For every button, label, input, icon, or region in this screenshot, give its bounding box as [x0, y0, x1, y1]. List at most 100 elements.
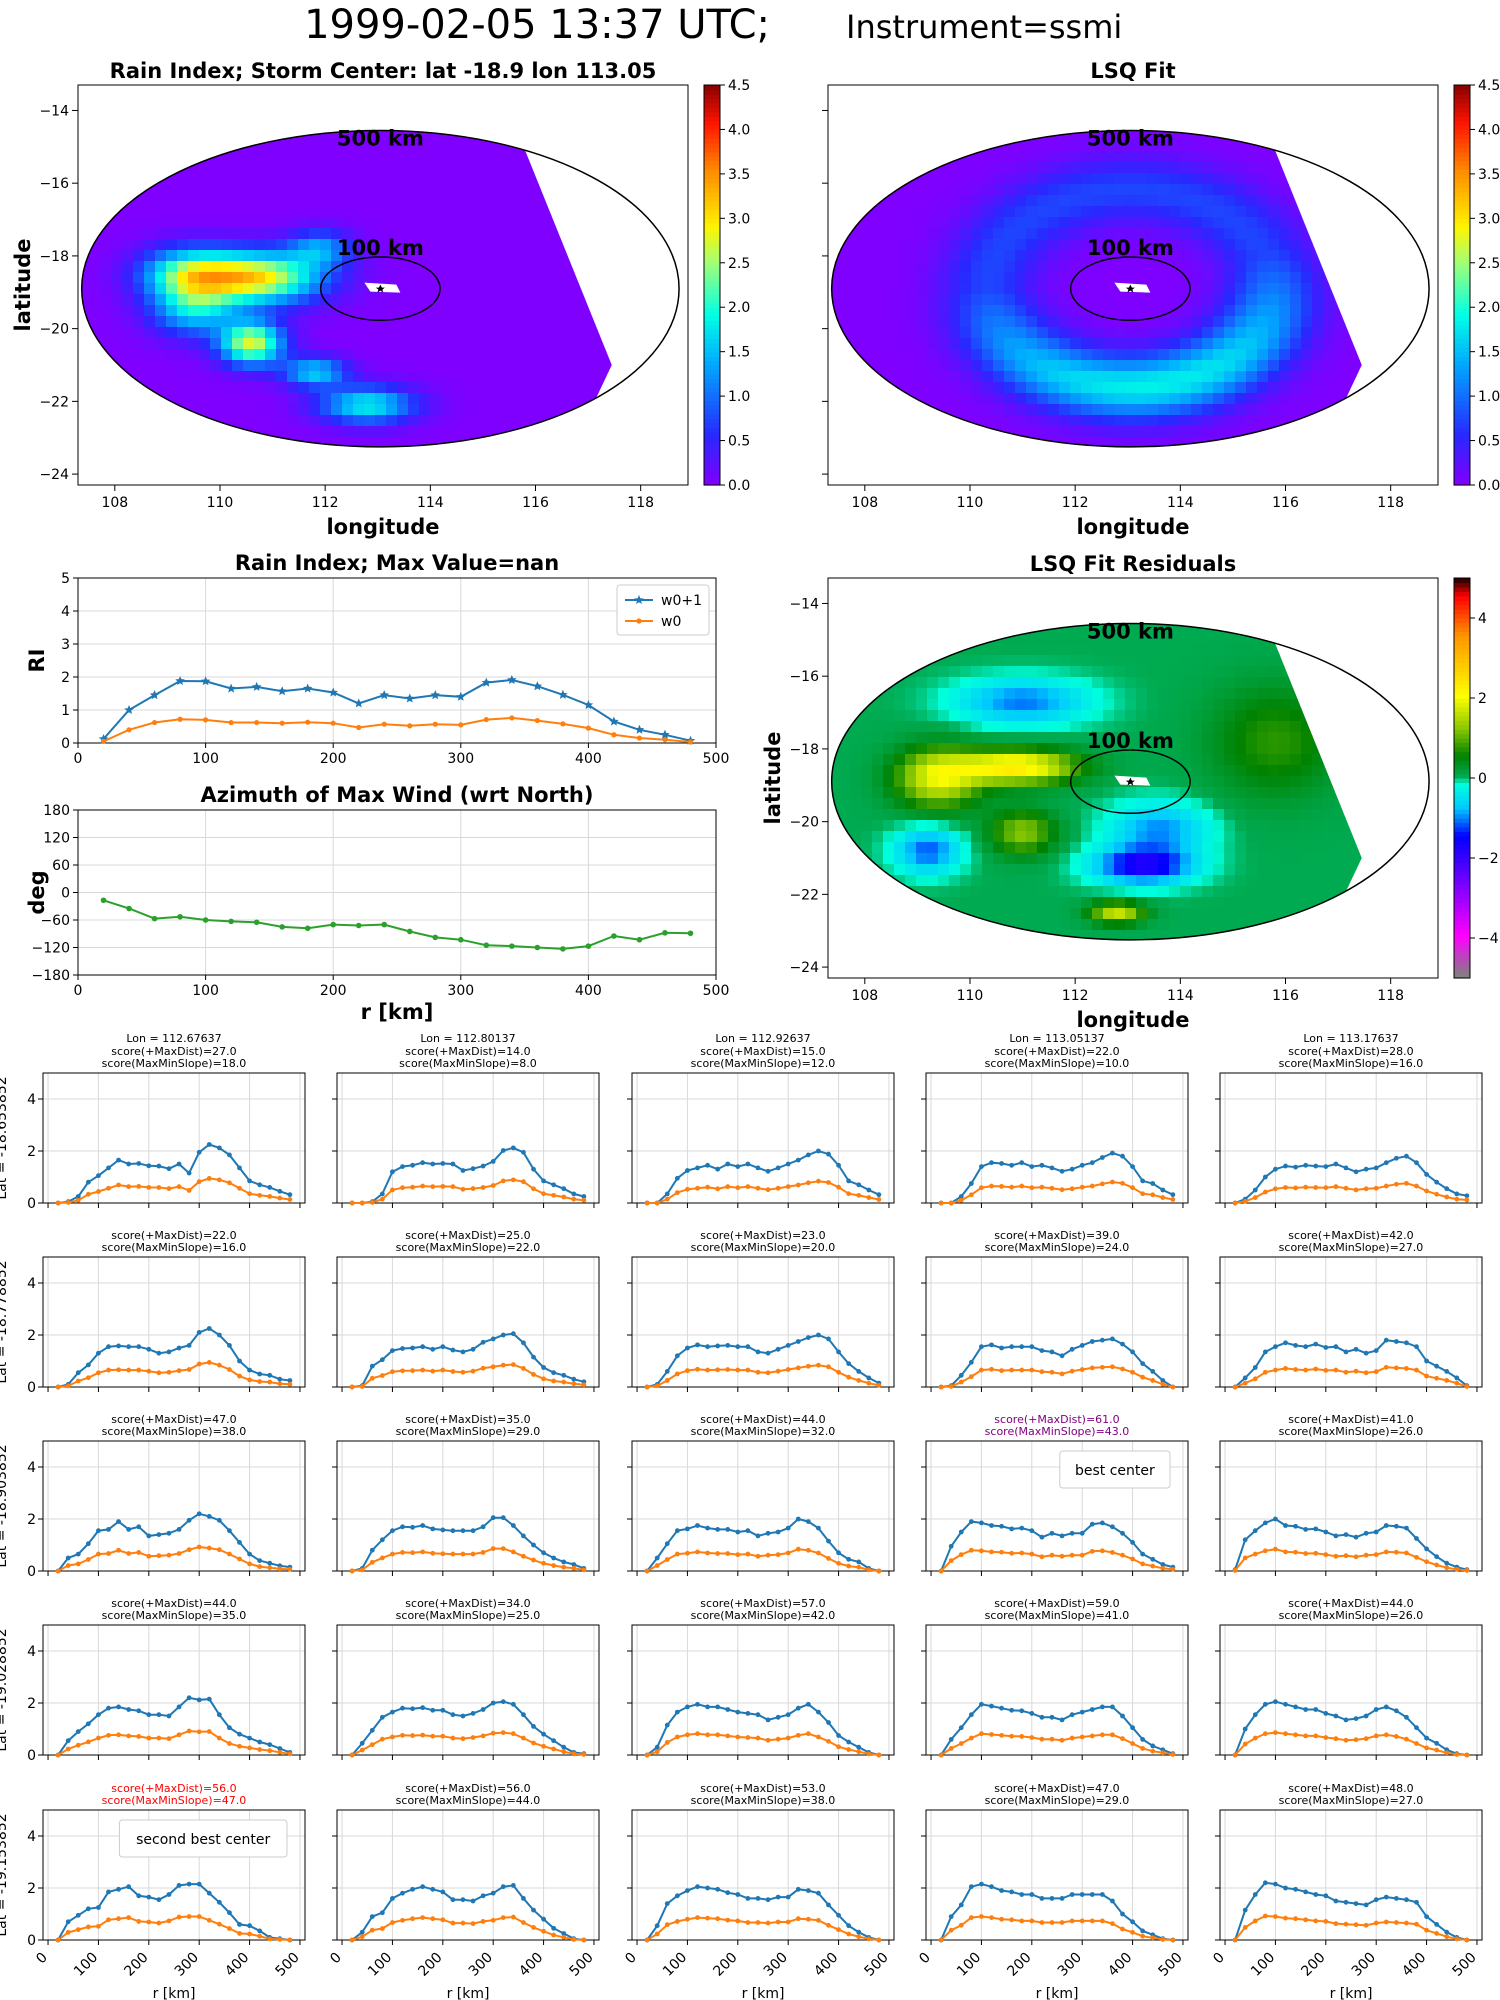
grid-panel-r4c3-w0-point	[1069, 1918, 1075, 1924]
grid-panel-r2c1-w0-point	[521, 1553, 526, 1559]
grid-panel-r4c2-w0p1-point	[846, 1923, 852, 1929]
grid-panel-r1c4-w0p1-point	[1424, 1358, 1429, 1364]
grid-panel-r4c4-w0-point	[1353, 1922, 1359, 1928]
grid-panel-r4c2-score-maxminslope: score(MaxMinSlope)=38.0	[691, 1794, 836, 1807]
grid-panel-r0c0-w0-point	[126, 1184, 132, 1190]
azimuth-profile-title: Azimuth of Max Wind (wrt North)	[201, 783, 594, 807]
grid-panel-r0c1-w0-point	[521, 1179, 526, 1185]
grid-panel-r0c0-frame	[42, 1072, 306, 1204]
lsq_fit_map-colorbar-tick-label: 1.0	[1478, 389, 1500, 405]
grid-panel-r2c4-w0p1-point	[1363, 1530, 1369, 1536]
lsq_residuals_map-colorbar-tick-label: 0	[1478, 771, 1487, 787]
grid-panel-r4c2-w0-point	[644, 1937, 650, 1943]
grid-panel-r3c1-w0p1-point	[561, 1744, 567, 1750]
grid-panel-r1c3-w0-point	[1170, 1384, 1176, 1390]
grid-panel-r1c1-w0p1-point	[510, 1331, 516, 1337]
grid-panel-r4c0-ytick-label: 0	[27, 1933, 36, 1949]
grid-panel-r0c4-w0p1-point	[1383, 1160, 1389, 1166]
lsq_residuals_map-colorbar-tick-label: 4	[1478, 611, 1487, 627]
grid-panel-r2c0-w0p1-point	[166, 1530, 172, 1536]
grid-panel-r0c1-w0p1-point	[400, 1164, 405, 1169]
grid-panel-r1c1-w0-point	[359, 1384, 365, 1389]
grid-panel-r4c1-w0-point	[379, 1926, 385, 1931]
rain_index_map-frame	[77, 84, 689, 486]
grid-panel-r0c0-w0p1-point	[227, 1152, 232, 1158]
grid-panel-r3c3-w0-point	[1019, 1734, 1025, 1739]
grid-panel-r2c4-w0p1-point	[1242, 1537, 1248, 1543]
grid-panel-r4c3-w0p1-point	[1099, 1892, 1105, 1897]
grid-panel-r0c2-w0p1-point	[685, 1168, 690, 1173]
grid-panel-r2c1-w0-point	[531, 1557, 536, 1563]
grid-panel-r0c3-w0p1-point	[1160, 1187, 1166, 1193]
grid-panel-r0c4-w0-point	[1444, 1194, 1450, 1200]
grid-panel-r3c4-w0p1-point	[1434, 1740, 1440, 1746]
grid-panel-r4c4-xtick-label: 0	[1210, 1950, 1228, 1968]
grid-panel-r2c2-w0-point	[816, 1550, 821, 1556]
grid-panel-r2c4-w0p1-point	[1353, 1534, 1359, 1540]
grid-panel-r2c0-w0-point	[186, 1547, 192, 1553]
rain_index_map-ylabel: latitude	[11, 239, 35, 332]
grid-panel-r3c3-w0p1-point	[1110, 1704, 1115, 1710]
grid-panel-r0c2-w0p1-point	[846, 1178, 852, 1184]
grid-panel-r2c3-w0p1-point	[999, 1523, 1004, 1529]
grid-panel-r2c0-ytick-label: 4	[27, 1460, 36, 1476]
grid-panel-r0c1-w0-point	[410, 1184, 415, 1190]
grid-panel-r4c2-xtick-label: 200	[710, 1950, 740, 1980]
grid-panel-r3c3-w0p1-point	[948, 1737, 954, 1742]
grid-panel-r4c2-score-maxdist: score(+MaxDist)=53.0	[700, 1782, 825, 1795]
grid-panel-r3c3-w0p1-point	[1140, 1737, 1146, 1742]
grid-panel-r4c1-w0p1-point	[410, 1886, 415, 1892]
grid-panel-r3c0-w0-line	[57, 1729, 291, 1756]
grid-panel-r4c3-w0-point	[1110, 1921, 1115, 1927]
grid-panel-r2c0-w0p1-point	[176, 1527, 182, 1532]
grid-panel-r3c4-w0p1-point	[1293, 1704, 1298, 1710]
grid-panel-r4c4-w0-point	[1252, 1918, 1258, 1924]
grid-panel-r2c4-w0-point	[1323, 1552, 1329, 1558]
grid-panel-r3c2-w0p1-point	[745, 1711, 751, 1716]
grid-panel-r0c4-w0p1-point	[1273, 1166, 1278, 1172]
grid-panel-r2c4-w0p1-point	[1262, 1520, 1268, 1526]
grid-panel-r0c2-w0-point	[816, 1178, 821, 1184]
grid-panel-r3c0-w0p1-point	[85, 1721, 91, 1727]
grid-panel-r3c1-w0-point	[349, 1752, 355, 1758]
grid-panel-r4c1-w0-point	[551, 1932, 557, 1938]
grid-panel-r4c2-w0-point	[876, 1937, 882, 1943]
rain_index_map-colorbar-tick-label: 0.0	[728, 478, 750, 494]
grid-panel-r3c1-w0-point	[510, 1731, 516, 1737]
grid-panel-r1c0-w0-point	[277, 1381, 283, 1387]
grid-panel-r0c4-w0p1-point	[1353, 1169, 1359, 1175]
grid-panel-r3c1-w0p1-point	[541, 1731, 546, 1737]
grid-panel-r4c3-xtick-label: 500	[1156, 1950, 1186, 1980]
azimuth-ytick-label: 180	[43, 803, 70, 819]
series-w0-point	[228, 719, 234, 726]
grid-panel-r4c3-w0-point	[1009, 1917, 1015, 1923]
grid-panel-r4c0-w0-point	[65, 1929, 71, 1935]
grid-panel-r2c0-w0p1-point	[196, 1511, 202, 1517]
grid-panel-r4c1-xtick-label: 500	[567, 1950, 597, 1980]
grid-panel-r4c4-w0p1-point	[1273, 1881, 1278, 1887]
series-azimuth-point	[458, 936, 464, 943]
grid-panel-r1c2-w0p1-point	[765, 1350, 771, 1356]
grid-panel-r0c3-w0-point	[1150, 1192, 1156, 1198]
grid-panel-r0c4-w0-point	[1363, 1186, 1369, 1192]
series-w0-point	[687, 739, 694, 745]
grid-panel-r4c0-w0-point	[106, 1917, 111, 1923]
grid-panel-r4c2-xtick-label: 0	[622, 1950, 640, 1968]
grid-panel-r4c2-w0-point	[785, 1919, 791, 1925]
grid-panel-r2c0-w0p1-point	[65, 1555, 71, 1561]
grid-panel-r1c0-w0-point	[55, 1384, 61, 1390]
grid-panel-r4c1-w0-point	[500, 1915, 506, 1921]
grid-panel-r4c4-xtick-label: 100	[1248, 1950, 1278, 1980]
grid-panel-r3c1-w0p1-point	[400, 1705, 405, 1711]
grid-panel-r0c3-w0-point	[1160, 1195, 1166, 1200]
grid-panel-r4c1-w0p1-point	[500, 1884, 506, 1890]
grid-panel-r1c2-w0p1-point	[715, 1343, 721, 1349]
grid-panel-r1c4-w0-point	[1414, 1367, 1419, 1373]
grid-panel-r2c2-w0p1-point	[674, 1528, 680, 1534]
grid-panel-r0c4-w0p1-point	[1313, 1163, 1319, 1169]
grid-panel-r1c1-w0-point	[349, 1384, 355, 1390]
series-w0-line	[103, 716, 691, 743]
grid-panel-r2c4-score-maxminslope: score(MaxMinSlope)=26.0	[1279, 1425, 1424, 1438]
grid-panel-r4c3-w0-point	[1120, 1926, 1125, 1932]
